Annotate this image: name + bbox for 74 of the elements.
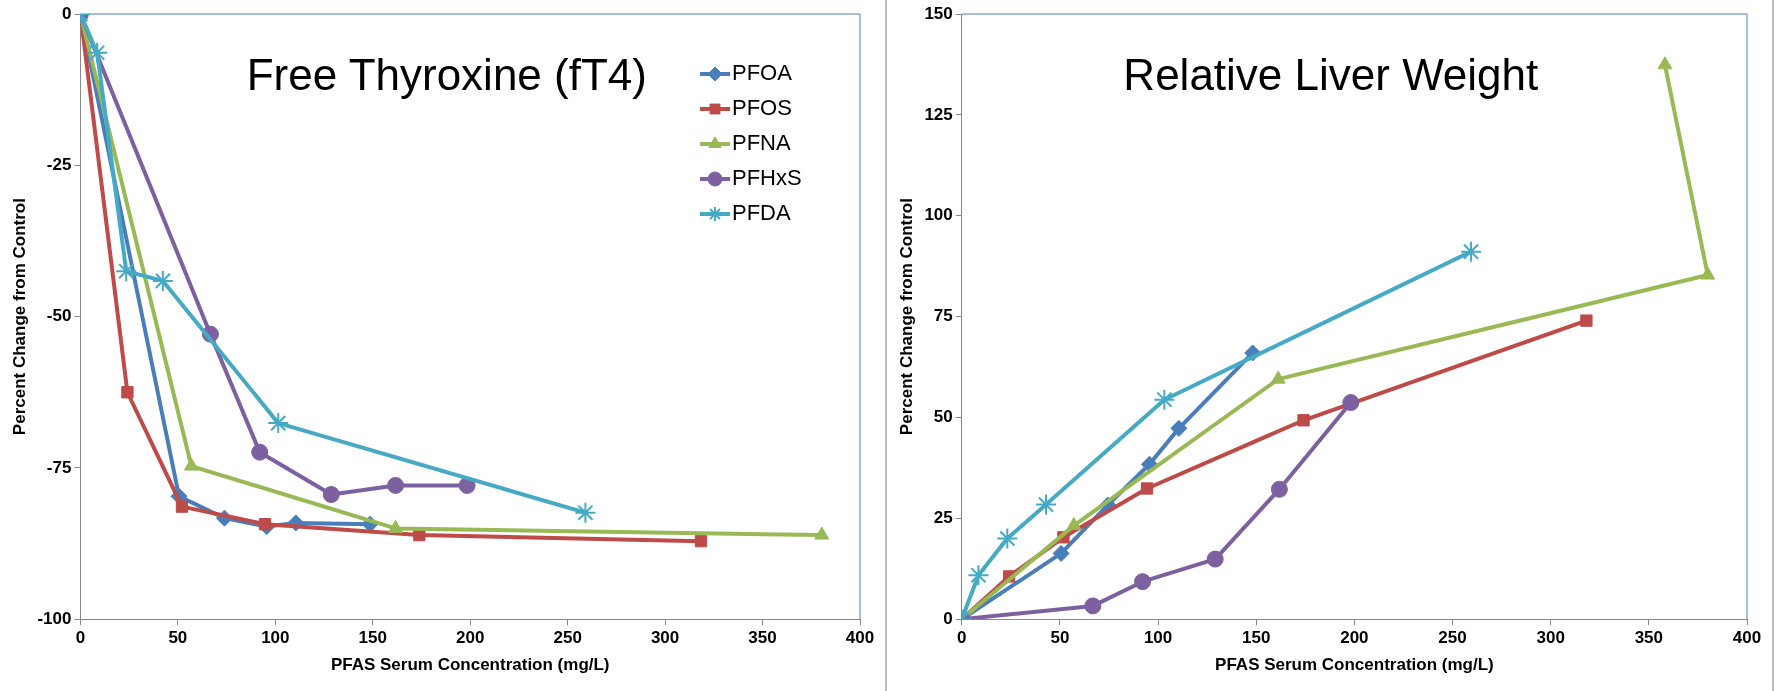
point	[115, 260, 138, 283]
point	[1084, 597, 1102, 615]
point	[267, 412, 290, 435]
y-tick-label: 0	[943, 608, 953, 628]
point	[967, 564, 990, 587]
x-tick-label: 300	[1536, 628, 1565, 648]
y-tick-label: 0	[61, 3, 72, 23]
y-axis-title: Percent Change from Control	[9, 198, 29, 436]
y-tick-label: -100	[37, 608, 72, 628]
point	[1052, 544, 1070, 562]
point	[574, 501, 597, 524]
x-tick-label: 200	[456, 628, 485, 648]
point	[1153, 388, 1176, 411]
y-axis-title: Percent Change from Control	[896, 198, 916, 436]
point	[814, 526, 830, 540]
x-tick-label: 150	[358, 628, 387, 648]
point	[1580, 314, 1593, 327]
point	[183, 457, 199, 471]
x-tick-label: 400	[1732, 628, 1762, 648]
point	[387, 476, 405, 494]
point	[1700, 266, 1716, 280]
x-tick-label: 250	[553, 628, 582, 648]
point	[258, 518, 272, 531]
point	[1134, 573, 1152, 591]
legend-label: PFDA	[732, 200, 791, 226]
point	[1297, 414, 1310, 427]
x-tick-label: 400	[845, 628, 875, 648]
x-tick-label: 50	[1050, 628, 1070, 648]
point	[175, 500, 189, 513]
y-tick-label: 125	[924, 104, 953, 124]
x-tick-label: 50	[168, 628, 188, 648]
x-tick-label: 0	[75, 628, 86, 648]
y-tick-label: -75	[46, 457, 72, 477]
point	[1270, 370, 1286, 384]
point	[1270, 480, 1288, 498]
x-tick-label: 100	[261, 628, 290, 648]
point	[1459, 240, 1482, 263]
legend-label: PFOA	[732, 60, 793, 86]
legend-label: PFOS	[732, 95, 792, 121]
point	[1034, 493, 1057, 516]
x-tick-label: 350	[748, 628, 777, 648]
x-tick-label: 100	[1143, 628, 1173, 648]
y-tick-label: -25	[46, 154, 72, 174]
y-tick-label: 25	[933, 508, 953, 528]
point	[251, 443, 269, 461]
x-tick-label: 300	[650, 628, 680, 648]
x-axis-title: PFAS Serum Concentration (mg/L)	[330, 655, 610, 675]
point	[121, 386, 134, 399]
x-tick-label: 250	[1438, 628, 1467, 648]
point	[1140, 482, 1154, 495]
point	[996, 527, 1019, 550]
y-tick-label: 75	[933, 306, 953, 326]
point	[694, 534, 708, 548]
y-tick-label: 50	[933, 407, 953, 427]
point	[1066, 517, 1082, 531]
y-tick-label: 100	[924, 205, 953, 225]
x-tick-label: 200	[1340, 628, 1369, 648]
x-tick-label: 0	[957, 628, 967, 648]
legend-label: PFNA	[732, 130, 791, 156]
point	[151, 269, 174, 292]
x-tick-label: 350	[1634, 628, 1664, 648]
x-axis-title: PFAS Serum Concentration (mg/L)	[1215, 655, 1494, 675]
legend-label: PFHxS	[732, 165, 802, 191]
x-tick-label: 150	[1242, 628, 1271, 648]
point	[322, 486, 340, 504]
y-tick-label: -50	[46, 306, 72, 326]
point	[1657, 56, 1673, 70]
point	[1342, 394, 1360, 412]
text: Free Thyroxine (fT4)	[246, 50, 647, 100]
text: Relative Liver Weight	[1123, 50, 1539, 100]
point	[1170, 419, 1188, 437]
point	[1206, 550, 1224, 568]
point	[86, 41, 109, 64]
y-tick-label: 150	[924, 3, 953, 23]
